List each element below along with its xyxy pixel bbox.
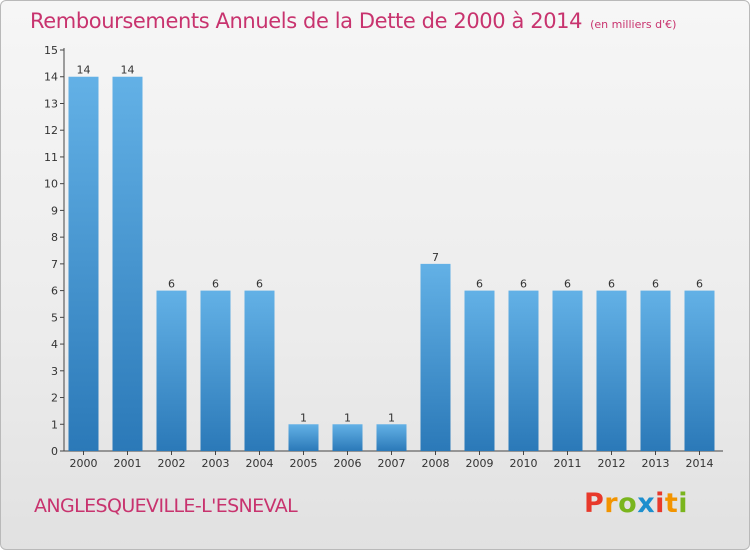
title-row: Remboursements Annuels de la Dette de 20… [30, 9, 676, 33]
logo-letter: P [584, 488, 605, 519]
data-label: 6 [696, 278, 703, 291]
commune-name: ANGLESQUEVILLE-L'ESNEVAL [34, 495, 298, 517]
logo-letter: t [664, 488, 679, 519]
data-label: 6 [652, 278, 659, 291]
y-tick-label: 0 [51, 445, 58, 458]
y-tick-label: 13 [44, 97, 58, 110]
logo-letter: r [604, 488, 619, 519]
data-label: 6 [212, 278, 219, 291]
x-tick-label: 2000 [70, 457, 98, 470]
y-tick-label: 8 [51, 231, 58, 244]
logo-letter: o [618, 488, 638, 519]
bar [464, 290, 495, 451]
data-label: 1 [388, 411, 395, 424]
bar [684, 290, 715, 451]
bar [420, 263, 451, 451]
data-labels: 14 14 6 6 6 1 1 1 7 6 6 6 6 6 6 [77, 64, 704, 425]
bar [332, 424, 363, 451]
x-tick-label: 2006 [334, 457, 362, 470]
data-label: 1 [300, 411, 307, 424]
bar [376, 424, 407, 451]
data-label: 6 [564, 278, 571, 291]
x-tick-label: 2014 [686, 457, 714, 470]
x-tick-label: 2008 [422, 457, 450, 470]
y-tick-label: 11 [44, 151, 58, 164]
logo-letter: i [655, 488, 665, 519]
bars [68, 76, 715, 451]
y-tick-label: 7 [51, 258, 58, 271]
chart-subtitle: (en milliers d'€) [590, 18, 677, 31]
y-tick-label: 15 [44, 44, 58, 57]
y-tick-label: 1 [51, 418, 58, 431]
x-tick-label: 2003 [202, 457, 230, 470]
y-tick-label: 3 [51, 365, 58, 378]
y-tick-label: 6 [51, 285, 58, 298]
x-tick-label: 2012 [598, 457, 626, 470]
x-tick-label: 2001 [114, 457, 142, 470]
bar [596, 290, 627, 451]
data-label: 1 [344, 411, 351, 424]
x-tick-label: 2004 [246, 457, 274, 470]
y-tick-label: 14 [44, 71, 58, 84]
bar [200, 290, 231, 451]
logo-letter: x [637, 488, 656, 519]
y-tick-label: 10 [44, 178, 58, 191]
bar [68, 76, 99, 451]
data-label: 6 [256, 278, 263, 291]
y-tick-label: 9 [51, 204, 58, 217]
x-tick-label: 2013 [642, 457, 670, 470]
proxiti-logo[interactable]: Proxiti [584, 488, 688, 519]
chart-title: Remboursements Annuels de la Dette de 20… [30, 9, 583, 33]
bar [288, 424, 319, 451]
bar [156, 290, 187, 451]
logo-letter: i [678, 488, 689, 519]
y-tick-label: 4 [51, 338, 58, 351]
x-tick-label: 2005 [290, 457, 318, 470]
data-label: 14 [77, 64, 91, 77]
bar [112, 76, 143, 451]
data-label: 6 [608, 278, 615, 291]
x-tick-label: 2007 [378, 457, 406, 470]
data-label: 6 [168, 278, 175, 291]
x-tick-label: 2010 [510, 457, 538, 470]
y-tick-label: 5 [51, 311, 58, 324]
data-label: 7 [432, 251, 439, 264]
bar [244, 290, 275, 451]
y-tick-label: 12 [44, 124, 58, 137]
data-label: 14 [121, 64, 135, 77]
bar [508, 290, 539, 451]
bar [552, 290, 583, 451]
x-tick-label: 2009 [466, 457, 494, 470]
y-tick-label: 2 [51, 392, 58, 405]
data-label: 6 [520, 278, 527, 291]
x-tick-label: 2011 [554, 457, 582, 470]
bar [640, 290, 671, 451]
data-label: 6 [476, 278, 483, 291]
x-tick-label: 2002 [158, 457, 186, 470]
